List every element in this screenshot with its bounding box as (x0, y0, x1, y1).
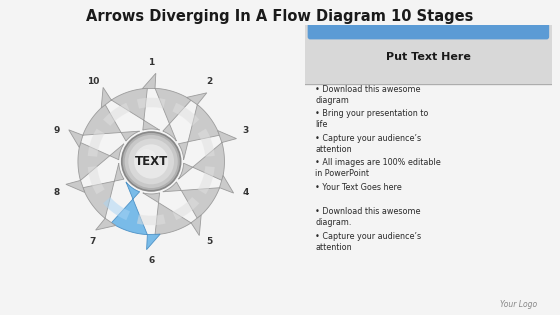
Polygon shape (179, 130, 236, 180)
Polygon shape (66, 142, 124, 192)
Polygon shape (69, 105, 139, 147)
FancyBboxPatch shape (298, 23, 559, 85)
Circle shape (123, 133, 180, 190)
Text: • Your Text Goes here: • Your Text Goes here (315, 183, 402, 192)
Polygon shape (142, 73, 191, 141)
FancyBboxPatch shape (307, 23, 549, 39)
Polygon shape (83, 163, 124, 230)
Polygon shape (137, 98, 166, 109)
Text: 4: 4 (242, 188, 249, 197)
Polygon shape (137, 214, 166, 225)
Circle shape (121, 131, 181, 192)
Polygon shape (198, 166, 214, 194)
Polygon shape (88, 129, 105, 157)
Text: 3: 3 (242, 126, 249, 135)
Text: Put Text Here: Put Text Here (386, 53, 471, 62)
Polygon shape (172, 197, 199, 220)
Polygon shape (172, 103, 199, 126)
Ellipse shape (137, 149, 155, 161)
Polygon shape (179, 93, 220, 160)
Text: • Download this awesome
diagram.: • Download this awesome diagram. (315, 207, 421, 227)
Text: • Bring your presentation to
life: • Bring your presentation to life (315, 109, 428, 129)
Polygon shape (103, 197, 130, 220)
Text: 8: 8 (54, 188, 60, 197)
Text: TEXT: TEXT (134, 155, 168, 168)
Polygon shape (88, 166, 105, 194)
Text: 5: 5 (207, 238, 213, 246)
Text: • Download this awesome
diagram: • Download this awesome diagram (315, 85, 421, 105)
Text: 6: 6 (148, 256, 155, 265)
Circle shape (128, 139, 174, 184)
Text: 1: 1 (148, 58, 155, 66)
Polygon shape (101, 87, 160, 130)
Text: Arrows Diverging In A Flow Diagram 10 Stages: Arrows Diverging In A Flow Diagram 10 St… (86, 9, 474, 25)
Text: • Capture your audience’s
attention: • Capture your audience’s attention (315, 232, 421, 252)
Circle shape (134, 144, 169, 179)
Polygon shape (143, 193, 201, 236)
Polygon shape (198, 129, 214, 157)
Text: 10: 10 (87, 77, 99, 86)
Circle shape (125, 135, 178, 188)
Text: 9: 9 (54, 126, 60, 135)
Text: • All images are 100% editable
in PowerPoint: • All images are 100% editable in PowerP… (315, 158, 441, 178)
Polygon shape (111, 182, 160, 250)
Polygon shape (163, 175, 234, 218)
Text: 2: 2 (207, 77, 213, 86)
Polygon shape (103, 103, 130, 126)
Text: Your Logo: Your Logo (501, 300, 538, 309)
Text: 7: 7 (90, 238, 96, 246)
Text: • Capture your audience’s
attention: • Capture your audience’s attention (315, 134, 421, 154)
